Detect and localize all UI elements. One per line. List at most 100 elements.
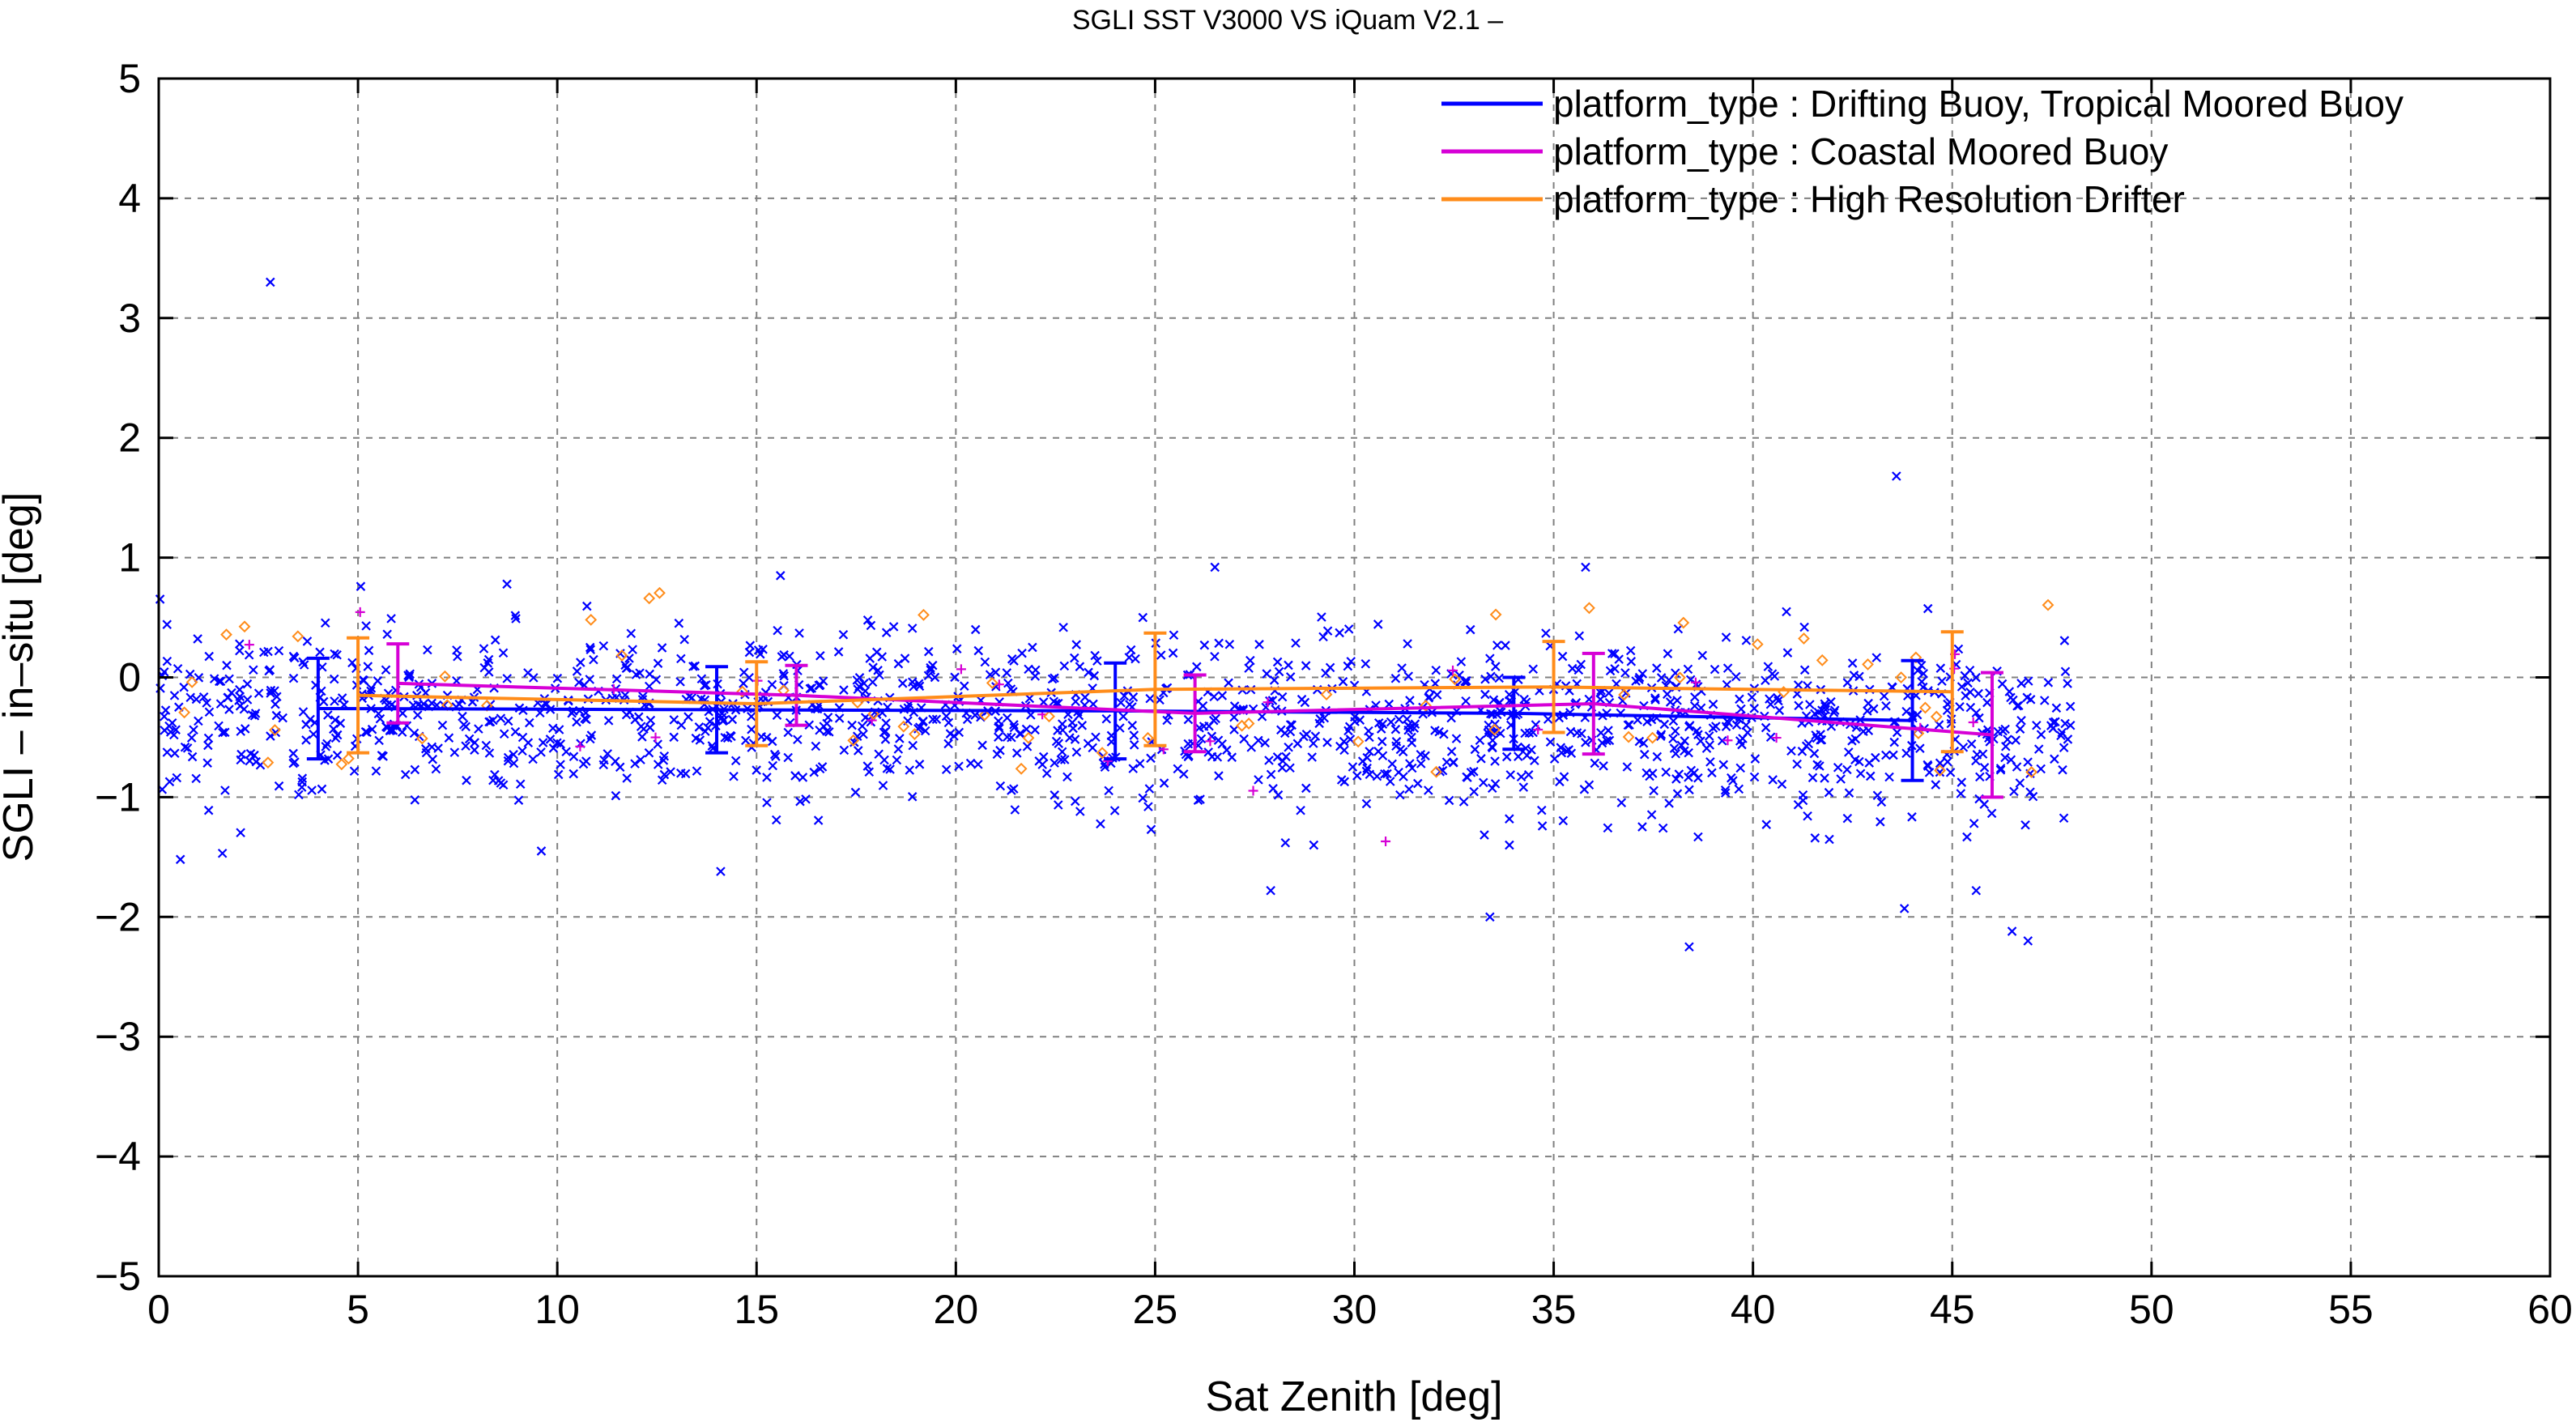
drifting-buoy-point — [1969, 819, 1979, 828]
drifting-buoy-point — [1488, 695, 1499, 705]
drifting-buoy-point — [298, 707, 309, 717]
drifting-buoy-point — [1024, 693, 1035, 704]
drifting-buoy-point — [985, 670, 995, 679]
drifting-buoy-point — [645, 715, 656, 726]
drifting-buoy-point — [2059, 743, 2069, 752]
high-resolution-drifter-point — [918, 608, 930, 621]
drifting-buoy-point — [1058, 719, 1067, 729]
drifting-buoy-point — [1674, 769, 1684, 779]
drifting-buoy-point — [1574, 631, 1585, 641]
drifting-buoy-point — [1317, 612, 1326, 622]
drifting-buoy-point — [1962, 832, 1972, 842]
drifting-buoy-point — [1942, 705, 1952, 716]
high-resolution-drifter-point — [185, 675, 198, 688]
drifting-buoy-point — [1485, 654, 1495, 663]
drifting-buoy-point-outlier — [716, 866, 726, 876]
drifting-buoy-point — [923, 646, 934, 657]
drifting-buoy-point — [1309, 840, 1319, 850]
drifting-buoy-point — [1892, 727, 1902, 738]
drifting-buoy-point — [1059, 755, 1070, 764]
drifting-buoy-point — [1192, 662, 1202, 672]
high-resolution-drifter-point — [1934, 764, 1946, 777]
drifting-buoy-point — [1413, 778, 1423, 789]
drifting-buoy-point — [1285, 672, 1296, 682]
drifting-buoy-point — [1129, 730, 1139, 740]
drifting-buoy-point — [914, 760, 925, 769]
drifting-buoy-point — [1955, 701, 1965, 712]
drifting-buoy-point — [185, 692, 195, 703]
drifting-buoy-point — [585, 734, 595, 744]
drifting-buoy-point — [756, 649, 765, 659]
drifting-buoy-point — [2043, 678, 2054, 688]
drifting-buoy-point — [762, 773, 772, 782]
drifting-buoy-point — [1868, 704, 1879, 714]
high-resolution-drifter-point — [2042, 598, 2054, 611]
drifting-buoy-point — [1050, 673, 1059, 683]
drifting-buoy-point — [1584, 694, 1595, 705]
drifting-buoy-point — [1924, 768, 1935, 777]
drifting-buoy-point — [568, 751, 579, 761]
drifting-buoy-point — [1501, 641, 1510, 650]
drifting-buoy-point — [1229, 701, 1240, 711]
drifting-buoy-point — [272, 692, 282, 702]
drifting-buoy-point — [462, 775, 471, 786]
coastal-moored-buoy-point — [1771, 733, 1782, 743]
drifting-buoy-point — [1747, 692, 1757, 702]
drifting-buoy-point-outlier — [1210, 562, 1220, 573]
drifting-buoy-point — [529, 673, 539, 683]
drifting-buoy-point — [1173, 764, 1183, 774]
drifting-buoy-point — [1965, 702, 1976, 713]
drifting-buoy-point — [1403, 671, 1414, 681]
drifting-buoy-point — [1572, 728, 1582, 738]
drifting-buoy-point — [1038, 751, 1049, 762]
drifting-buoy-point — [488, 715, 498, 726]
drifting-buoy-point — [2063, 679, 2072, 688]
coastal-moored-buoy-point — [1205, 736, 1216, 747]
drifting-buoy-point — [913, 724, 923, 734]
drifting-buoy-point — [1671, 668, 1680, 678]
drifting-buoy-point — [1607, 649, 1617, 658]
drifting-buoy-point — [850, 787, 861, 798]
y-tick-label: 1 — [118, 535, 141, 581]
drifting-buoy-point — [1395, 790, 1405, 800]
drifting-buoy-point — [1810, 833, 1820, 843]
drifting-buoy-point — [1519, 694, 1529, 705]
drifting-buoy-point — [1338, 676, 1348, 687]
drifting-buoy-point — [683, 712, 693, 722]
drifting-buoy-point — [553, 769, 564, 780]
drifting-buoy-point — [758, 645, 768, 654]
drifting-buoy-point — [1492, 641, 1502, 650]
coastal-moored-buoy-point — [355, 607, 365, 617]
drifting-buoy-point — [404, 671, 415, 681]
drifting-buoy-point — [729, 772, 739, 781]
drifting-buoy-point — [1138, 612, 1148, 623]
drifting-buoy-point — [1254, 735, 1263, 746]
drifting-buoy-point — [1217, 691, 1228, 700]
drifting-buoy-point — [1274, 666, 1284, 677]
high-resolution-drifter-point — [1352, 735, 1365, 748]
drifting-buoy-point — [858, 729, 868, 739]
drifting-buoy-point — [1668, 734, 1678, 744]
drifting-buoy-point — [1672, 789, 1683, 798]
drifting-buoy-point — [1656, 731, 1666, 742]
drifting-buoy-point — [458, 711, 467, 722]
drifting-buoy-point — [1720, 788, 1731, 798]
high-resolution-drifter-point — [654, 586, 666, 599]
drifting-buoy-point — [691, 733, 701, 743]
drifting-buoy-point — [864, 767, 875, 777]
drifting-buoy-point — [1721, 632, 1731, 642]
high-resolution-drifter-point — [1242, 717, 1255, 730]
drifting-buoy-point — [172, 773, 182, 783]
high-resolution-drifter-point — [1798, 632, 1810, 645]
drifting-buoy-point — [1260, 738, 1270, 748]
drifting-buoy-point — [809, 767, 820, 777]
drifting-buoy-point — [1310, 731, 1321, 741]
drifting-buoy-point — [1397, 663, 1407, 673]
drifting-buoy-point — [1956, 789, 1966, 798]
drifting-buoy-point — [525, 717, 534, 728]
drifting-buoy-point — [1075, 662, 1085, 671]
drifting-buoy-point — [1006, 684, 1016, 694]
drifting-buoy-point — [1995, 765, 2006, 775]
drifting-buoy-point — [1101, 713, 1112, 724]
drifting-buoy-point — [1749, 772, 1760, 782]
